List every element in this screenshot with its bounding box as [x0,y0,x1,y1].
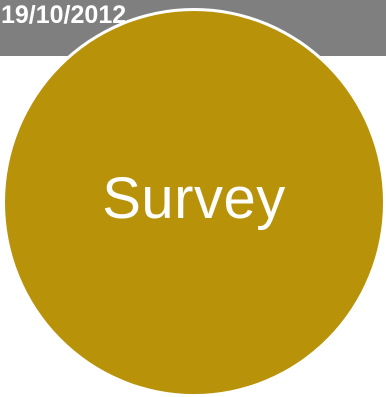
survey-circle-node: Survey [2,8,386,397]
survey-node-label: Survey [102,166,286,231]
date-label: 19/10/2012 [1,1,127,29]
